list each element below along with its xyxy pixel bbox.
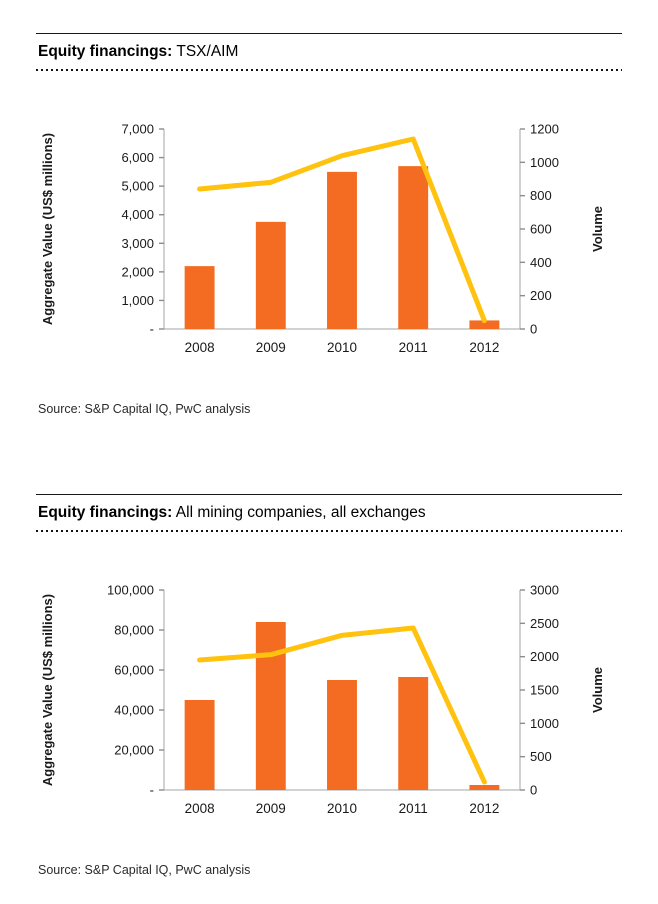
left-tick-label: 20,000 [114, 743, 154, 758]
chart-title: Equity financings: TSX/AIM [38, 41, 622, 62]
left-tick-label: 4,000 [121, 207, 154, 222]
bar-2012 [469, 785, 500, 790]
source-note: Source: S&P Capital IQ, PwC analysis [38, 863, 251, 877]
x-category-label: 2008 [185, 801, 215, 816]
combo-chart: - 1,000 2,000 3,000 4,000 5,000 6,000 7,000 0 200… [40, 122, 605, 356]
source-note: Source: S&P Capital IQ, PwC analysis [38, 402, 251, 416]
left-axis-title: Aggregate Value (US$ millions) [40, 594, 55, 786]
chart-section-tsx-aim: Equity financings: TSX/AIM - 1,000 2,000 3,… [36, 33, 622, 416]
chart-title: Equity financings: All mining companies,… [38, 502, 622, 523]
x-category-label: 2012 [469, 340, 499, 355]
chart-title-bold: Equity financings: [38, 504, 173, 521]
bar-2012 [469, 320, 500, 329]
x-category-label: 2008 [185, 340, 215, 355]
left-tick-label: - [150, 322, 154, 337]
right-tick-label: 800 [530, 188, 552, 203]
title-rule-top [36, 33, 622, 34]
left-axis-title: Aggregate Value (US$ millions) [40, 133, 55, 325]
chart-title-rest: All mining companies, all exchanges [172, 504, 426, 521]
left-tick-label: 5,000 [121, 179, 154, 194]
right-tick-label: 1000 [530, 155, 559, 170]
right-tick-label: 1200 [530, 122, 559, 137]
combo-chart: - 20,000 40,000 60,000 80,000 100,000 0 500 1000… [40, 583, 605, 817]
bar-2010 [327, 171, 357, 329]
right-tick-label: 500 [530, 749, 552, 764]
x-category-label: 2009 [256, 340, 286, 355]
right-tick-label: 2000 [530, 649, 559, 664]
right-tick-label: 2500 [530, 616, 559, 631]
left-tick-label: 40,000 [114, 703, 154, 718]
left-tick-label: - [150, 783, 154, 798]
left-tick-label: 100,000 [107, 583, 154, 598]
volume-line [197, 625, 487, 785]
right-tick-label: 1000 [530, 716, 559, 731]
bar-2008 [184, 700, 215, 790]
bar-2011 [398, 166, 429, 329]
title-rule-dotted [36, 69, 622, 71]
x-category-label: 2011 [399, 801, 428, 816]
bar-2008 [184, 266, 215, 329]
title-rule-dotted [36, 530, 622, 532]
right-tick-label: 600 [530, 222, 552, 237]
right-axis-title: Volume [590, 667, 605, 713]
left-tick-label: 80,000 [114, 623, 154, 638]
left-tick-label: 60,000 [114, 663, 154, 678]
chart-title-bold: Equity financings: [38, 43, 173, 60]
left-tick-label: 6,000 [121, 150, 154, 165]
right-tick-label: 1500 [530, 683, 559, 698]
right-axis-title: Volume [590, 206, 605, 252]
right-tick-label: 200 [530, 288, 552, 303]
left-tick-label: 1,000 [121, 293, 154, 308]
x-category-label: 2009 [256, 801, 286, 816]
bar-2009 [255, 221, 286, 329]
left-tick-label: 3,000 [121, 236, 154, 251]
bar-2011 [398, 677, 429, 790]
volume-line [197, 136, 487, 324]
x-category-label: 2010 [327, 801, 357, 816]
bar-2010 [327, 680, 357, 790]
chart-canvas-all-mining: - 20,000 40,000 60,000 80,000 100,000 0 500 1000… [36, 578, 622, 835]
right-tick-label: 3000 [530, 583, 559, 598]
x-category-label: 2010 [327, 340, 357, 355]
title-rule-top [36, 494, 622, 495]
bar-2009 [255, 622, 286, 790]
right-tick-label: 0 [530, 783, 537, 798]
x-category-label: 2012 [469, 801, 499, 816]
chart-section-all-mining: Equity financings: All mining companies,… [36, 494, 622, 877]
chart-canvas-tsx-aim: - 1,000 2,000 3,000 4,000 5,000 6,000 7,000 0 200… [36, 117, 622, 374]
right-tick-label: 400 [530, 255, 552, 270]
x-category-label: 2011 [399, 340, 428, 355]
right-tick-label: 0 [530, 322, 537, 337]
left-tick-label: 7,000 [121, 122, 154, 137]
left-tick-label: 2,000 [121, 264, 154, 279]
chart-title-rest: TSX/AIM [172, 43, 239, 60]
